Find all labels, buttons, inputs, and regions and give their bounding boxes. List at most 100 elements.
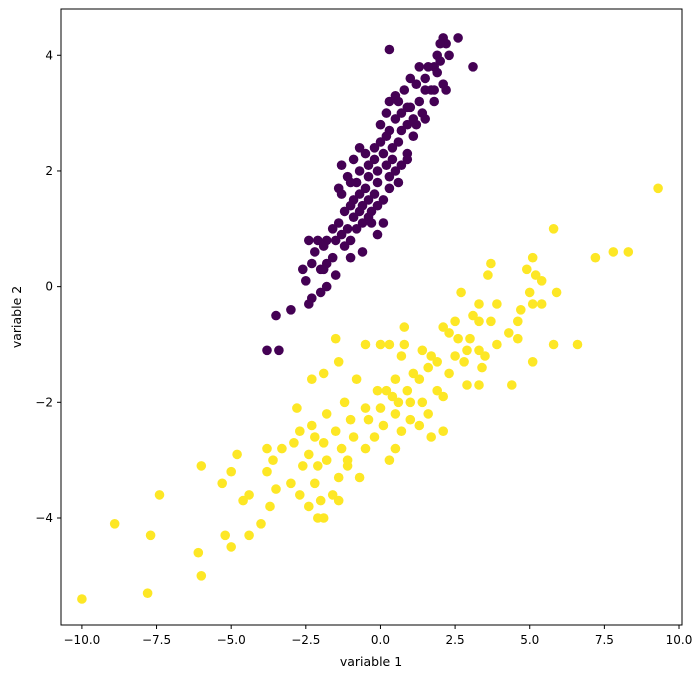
series-1-point-31 xyxy=(462,345,472,356)
series-0-point-72 xyxy=(348,212,359,222)
series-0-point-31 xyxy=(375,119,386,130)
series-1-point-82 xyxy=(438,426,449,437)
series-0-point-47 xyxy=(402,154,413,165)
series-1-point-124 xyxy=(226,542,236,552)
series-0-point-73 xyxy=(357,218,368,228)
series-1-point-9 xyxy=(530,270,541,280)
series-0-point-89 xyxy=(345,252,356,263)
series-1-point-108 xyxy=(232,449,242,460)
series-1-point-89 xyxy=(295,426,305,437)
series-0-point-113 xyxy=(399,85,410,95)
series-0-point-87 xyxy=(327,252,338,263)
series-1-point-11 xyxy=(456,287,466,298)
series-1-point-66 xyxy=(417,397,428,408)
series-1-point-20 xyxy=(516,305,526,315)
series-1-point-24 xyxy=(444,328,454,338)
series-1-point-25 xyxy=(399,322,410,332)
series-0-point-42 xyxy=(396,160,407,170)
series-0-point-28 xyxy=(402,119,413,130)
series-0-point-35 xyxy=(393,137,404,147)
series-0-point-109 xyxy=(414,62,425,72)
series-0-point-38 xyxy=(387,143,398,153)
series-1-point-113 xyxy=(315,495,326,506)
series-0-point-58 xyxy=(369,189,380,199)
series-1-point-39 xyxy=(450,351,460,361)
series-1-point-97 xyxy=(304,449,314,460)
series-1-point-40 xyxy=(432,357,443,367)
series-0-point-106 xyxy=(354,143,365,153)
series-1-point-103 xyxy=(333,472,344,483)
series-1-point-3 xyxy=(608,247,619,257)
series-0-point-110 xyxy=(405,73,416,84)
x-axis: −10.0 −7.5 −5.0 −2.5 0.0 2.5 5.0 7.5 10.0 xyxy=(64,625,692,647)
series-0-point-102 xyxy=(262,345,272,356)
series-1-point-90 xyxy=(318,438,329,448)
series-1-point-75 xyxy=(292,403,302,413)
x-tick-label: 5.0 xyxy=(520,633,539,647)
series-1-point-19 xyxy=(450,316,460,327)
series-0-point-34 xyxy=(408,131,419,141)
series-0-point-54 xyxy=(372,177,383,188)
y-axis-label: variable 2 xyxy=(9,286,24,348)
series-1-point-130 xyxy=(77,594,87,604)
series-0-point-94 xyxy=(298,264,308,275)
series-0-point-27 xyxy=(390,114,401,124)
series-1-point-28 xyxy=(453,333,463,344)
series-1-point-98 xyxy=(321,455,332,466)
series-1-point-63 xyxy=(351,374,362,385)
series-0-point-4 xyxy=(435,38,446,49)
series-1-point-51 xyxy=(474,380,484,390)
series-1-point-129 xyxy=(142,588,153,598)
series-1-point-52 xyxy=(507,380,517,390)
series-0-point-68 xyxy=(345,200,356,211)
series-0-point-83 xyxy=(313,235,323,246)
series-1-point-7 xyxy=(486,258,496,269)
series-1-point-131 xyxy=(342,455,353,466)
series-1-point-50 xyxy=(462,380,472,390)
series-1-point-45 xyxy=(423,362,434,373)
series-1-point-14 xyxy=(551,287,562,298)
series-1-point-114 xyxy=(217,478,227,489)
series-1-point-88 xyxy=(426,432,437,442)
x-tick-label: −2.5 xyxy=(291,633,320,647)
series-1-point-107 xyxy=(327,490,338,500)
plot-area xyxy=(61,9,682,625)
series-1-point-95 xyxy=(277,443,287,454)
series-0-point-80 xyxy=(345,235,356,246)
series-1-point-136 xyxy=(313,513,323,523)
series-1-point-127 xyxy=(109,519,120,529)
series-0-point-63 xyxy=(372,200,383,211)
series-0-point-76 xyxy=(351,224,362,234)
series-1-point-6 xyxy=(522,264,532,275)
series-1-point-92 xyxy=(360,443,371,454)
series-0-point-103 xyxy=(274,345,284,356)
series-1-point-120 xyxy=(196,461,207,471)
series-1-point-123 xyxy=(220,530,230,541)
series-0-point-41 xyxy=(387,154,398,165)
series-0-point-48 xyxy=(363,160,374,170)
series-1-point-93 xyxy=(384,455,395,466)
series-1-point-21 xyxy=(474,316,484,327)
series-1-point-62 xyxy=(318,368,329,379)
series-0-point-111 xyxy=(435,56,446,66)
series-0-point-18 xyxy=(393,96,404,107)
points-layer xyxy=(77,33,663,604)
series-1-point-55 xyxy=(432,385,443,396)
series-0-point-46 xyxy=(390,166,401,176)
series-1-point-30 xyxy=(492,339,502,350)
series-1-point-105 xyxy=(286,478,296,489)
series-0-point-119 xyxy=(378,218,389,228)
series-1-point-0 xyxy=(653,183,663,194)
series-0-point-78 xyxy=(336,229,347,240)
series-1-point-46 xyxy=(408,368,419,379)
series-1-point-41 xyxy=(396,351,407,361)
series-1-point-34 xyxy=(480,351,490,361)
series-1-point-121 xyxy=(256,519,266,529)
series-0-point-1 xyxy=(453,33,463,43)
series-0-point-10 xyxy=(432,67,443,78)
series-1-point-135 xyxy=(393,397,404,408)
series-0-point-50 xyxy=(384,171,395,182)
y-tick-label: 4 xyxy=(45,48,53,62)
series-1-point-91 xyxy=(336,443,347,454)
